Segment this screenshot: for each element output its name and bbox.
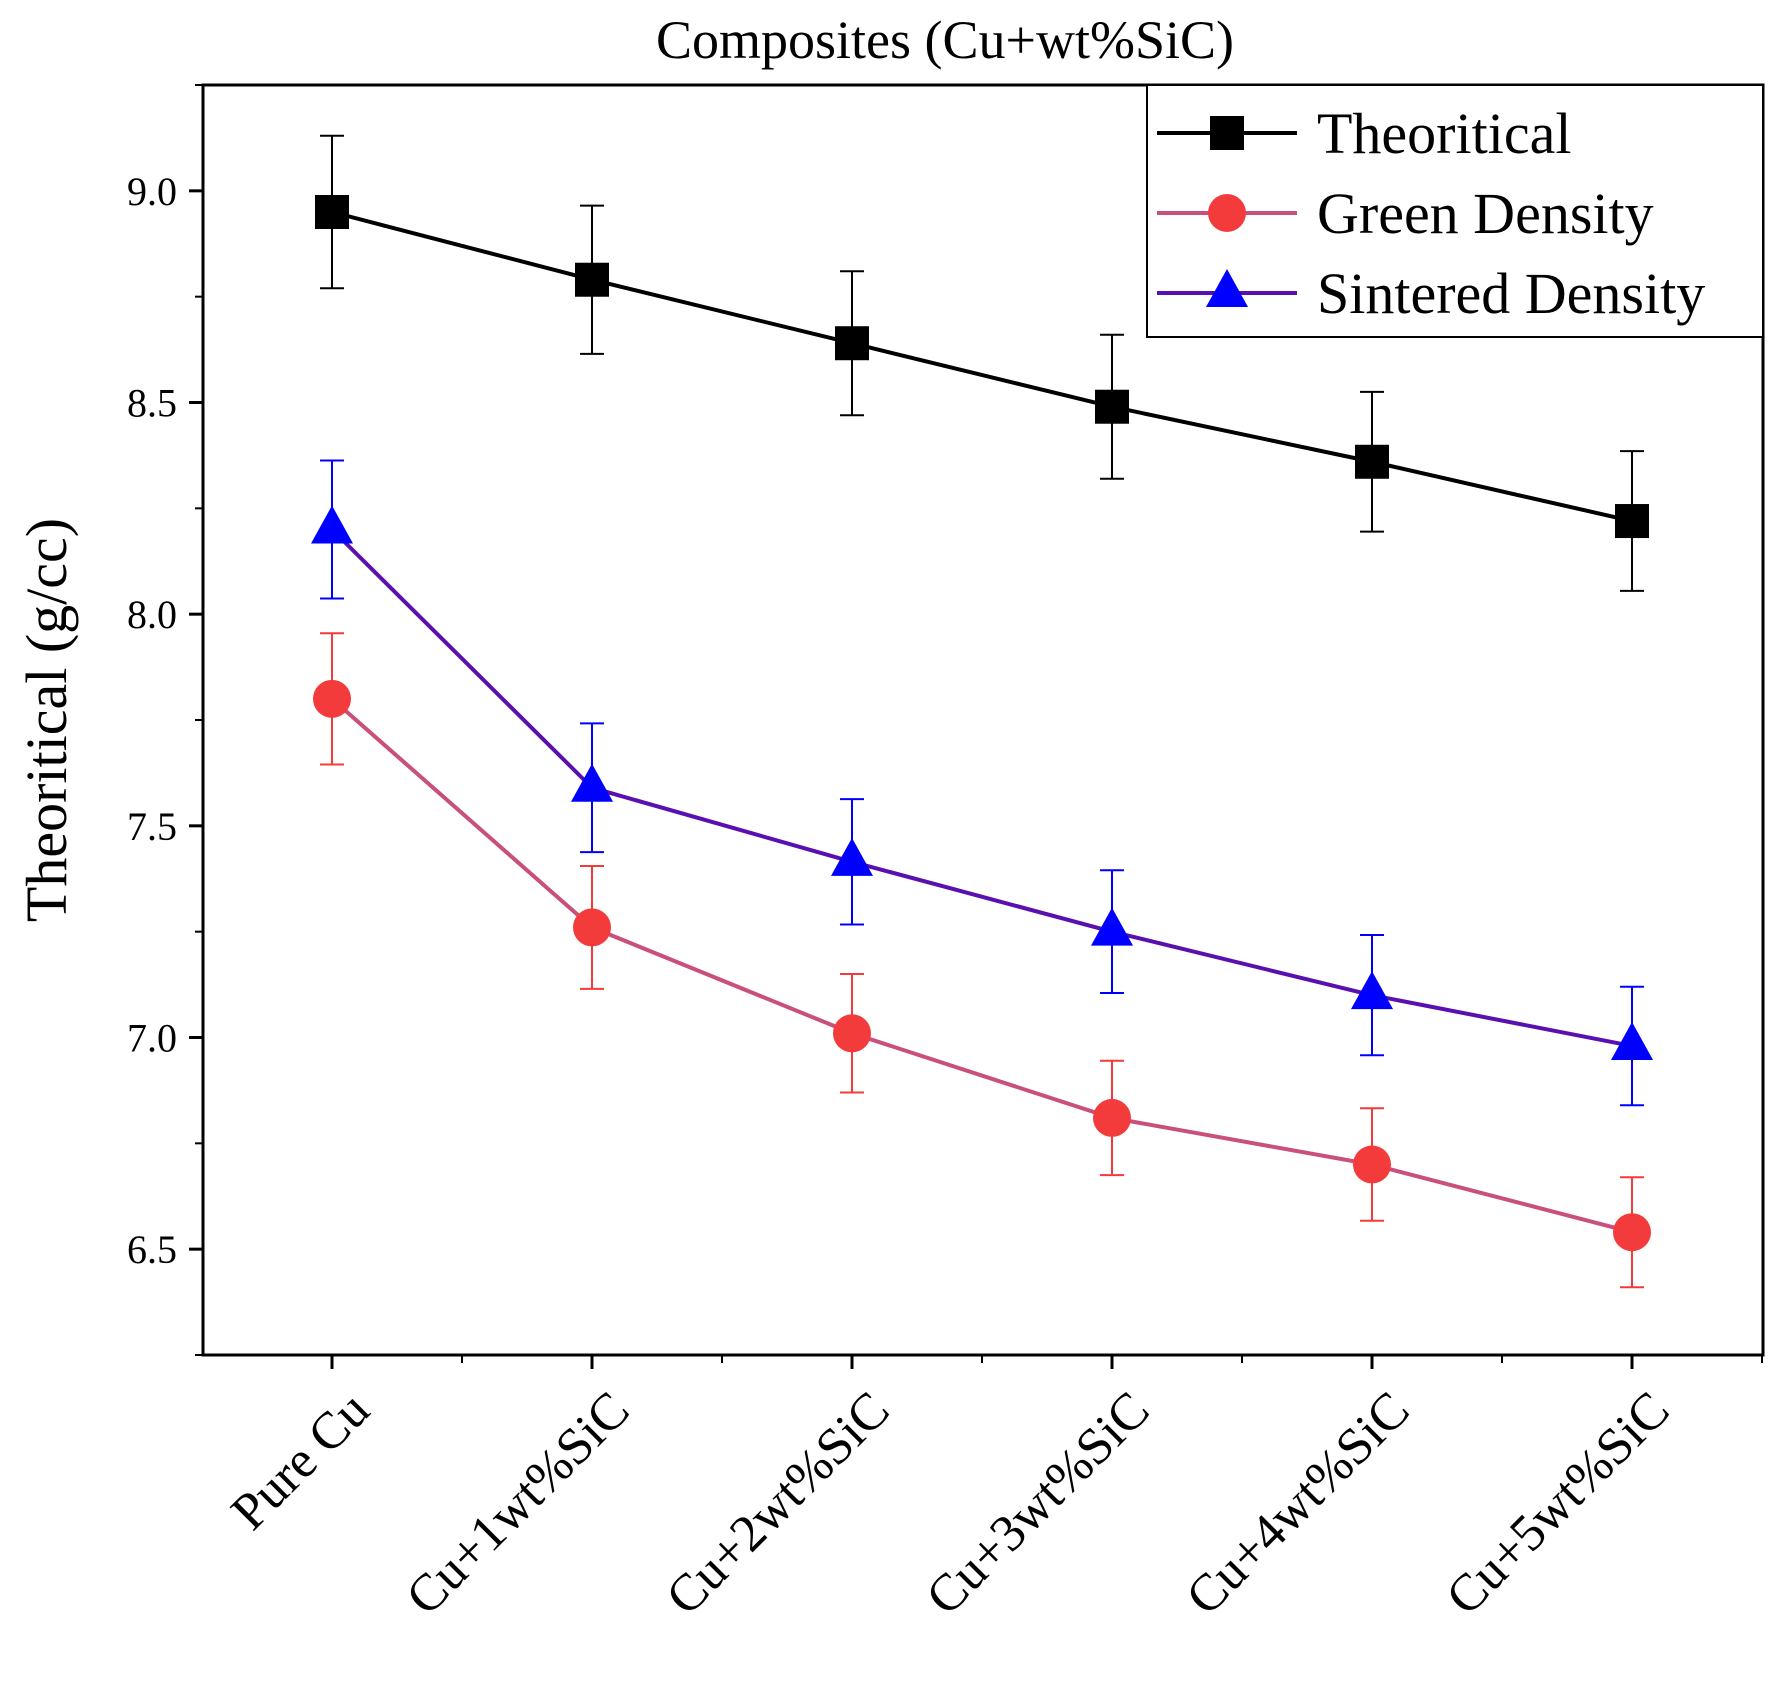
y-tick-label: 8.5 — [127, 381, 177, 426]
data-point-square — [575, 262, 609, 297]
y-tick-label: 9.0 — [127, 169, 177, 214]
x-tick-label: Cu+2wt%SiC — [656, 1381, 901, 1626]
series-line — [330, 528, 1633, 1048]
y-tick-label: 7.5 — [127, 804, 177, 849]
series-sintered-density — [311, 459, 1653, 1107]
x-ticks-group: Pure Cu Cu+1wt%SiC Cu+2wt%SiC Cu+3wt%SiC Cu+… — [221, 1355, 1763, 1626]
data-point-square — [1615, 504, 1649, 539]
data-point-triangle — [311, 505, 353, 544]
chart-title: Composites (Cu+wt%SiC) — [656, 10, 1234, 70]
y-tick-label: 7.0 — [127, 1016, 177, 1061]
series-line — [331, 210, 1633, 523]
error-bars — [320, 632, 1644, 1289]
series-line — [330, 697, 1633, 1235]
data-point-circle — [573, 908, 611, 947]
data-point-square — [1095, 389, 1129, 424]
data-point-circle — [1353, 1145, 1391, 1184]
legend-label: Green Density — [1317, 181, 1654, 246]
data-point-circle — [1613, 1213, 1651, 1252]
y-axis-label: Theoritical (g/cc) — [14, 518, 79, 922]
series-green-density — [313, 632, 1651, 1289]
x-tick-label: Cu+5wt%SiC — [1436, 1381, 1681, 1626]
y-ticks-group: 6.5 7.0 7.5 8.0 8.5 9.0 — [127, 84, 203, 1356]
data-point-square — [315, 195, 349, 229]
data-point-triangle — [1611, 1021, 1653, 1060]
data-point-circle — [833, 1014, 871, 1053]
legend: Theoritical Green Density Sintered Density — [1146, 84, 1764, 338]
legend-label: Sintered Density — [1317, 261, 1705, 326]
x-tick-label: Pure Cu — [221, 1381, 381, 1541]
y-tick-label: 6.5 — [127, 1227, 177, 1272]
y-tick-label: 8.0 — [127, 592, 177, 637]
data-point-square — [835, 326, 869, 361]
x-tick-label: Cu+1wt%SiC — [396, 1381, 641, 1626]
x-tick-label: Cu+3wt%SiC — [916, 1381, 1161, 1626]
x-tick-label: Cu+4wt%SiC — [1176, 1381, 1421, 1626]
legend-label: Theoritical — [1317, 101, 1571, 166]
series-group — [311, 134, 1653, 1289]
data-point-triangle — [1091, 907, 1133, 946]
data-point-square — [1355, 444, 1389, 479]
data-point-triangle — [1351, 971, 1393, 1010]
data-point-circle — [1093, 1098, 1131, 1137]
legend-marker-circle — [1208, 194, 1246, 232]
data-point-circle — [313, 679, 351, 718]
legend-marker-square — [1210, 116, 1244, 150]
data-point-triangle — [571, 763, 613, 802]
legend-marker-triangle — [1206, 269, 1248, 307]
series-theoritical — [315, 134, 1649, 592]
data-point-triangle — [831, 837, 873, 876]
